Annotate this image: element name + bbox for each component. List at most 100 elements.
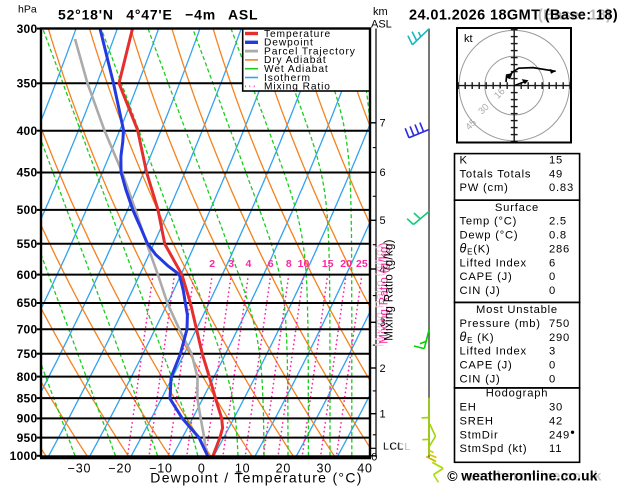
svg-text:2: 2 [380,363,386,375]
svg-text:CIN (J): CIN (J) [460,285,501,297]
svg-text:kt: kt [464,33,473,45]
svg-text:Isotherm: Isotherm [264,73,311,84]
svg-text:52°18'N 4°47'E −4m ASL: 52°18'N 4°47'E −4m ASL [58,7,258,23]
svg-text:0: 0 [549,271,556,283]
svg-text:6: 6 [380,167,386,179]
svg-text:LCL: LCL [390,441,411,453]
svg-text:350: 350 [17,77,38,91]
svg-text:weatheronline.co.uk: weatheronline.co.uk [460,469,598,484]
svg-text:0.83: 0.83 [549,182,574,194]
svg-text:600: 600 [17,268,38,282]
svg-text:Temp (°C): Temp (°C) [460,216,518,228]
svg-text:0: 0 [549,360,556,372]
svg-text:11: 11 [549,443,562,455]
svg-text:550: 550 [17,237,38,251]
svg-text:km: km [373,6,388,18]
svg-text:hPa: hPa [18,4,37,16]
svg-text:5: 5 [380,215,386,227]
svg-text:2: 2 [209,258,215,270]
svg-text:StmDir: StmDir [460,429,499,441]
svg-text:450: 450 [17,166,38,180]
svg-text:1000: 1000 [10,449,38,463]
svg-text:700: 700 [17,323,38,337]
svg-text:10: 10 [298,258,310,270]
svg-text:SREH: SREH [460,415,494,427]
svg-text:4: 4 [380,264,386,276]
svg-text:Temperature: Temperature [264,29,331,40]
svg-text:Lifted Index: Lifted Index [460,257,527,269]
svg-text:300: 300 [17,22,38,36]
svg-text:Mixing Ratio (g/kg): Mixing Ratio (g/kg) [379,242,391,344]
svg-text:950: 950 [17,431,38,445]
svg-text:ASL: ASL [371,19,392,31]
svg-text:K: K [460,154,468,166]
svg-text:Dewpoint / Temperature (°C): Dewpoint / Temperature (°C) [150,470,362,486]
svg-text:0: 0 [371,452,377,464]
svg-text:CAPE (J): CAPE (J) [460,360,513,372]
svg-text:900: 900 [17,412,38,426]
svg-text:800: 800 [17,370,38,384]
svg-text:750: 750 [549,318,570,330]
svg-text:StmSpd (kt): StmSpd (kt) [460,443,528,455]
svg-text:0.8: 0.8 [549,230,567,242]
svg-text:25: 25 [356,258,368,270]
svg-text:Mixing Ratio (g/kg): Mixing Ratio (g/kg) [375,245,387,347]
svg-text:CAPE (J): CAPE (J) [460,271,513,283]
svg-text:15: 15 [549,154,563,166]
svg-text:0: 0 [198,462,206,476]
svg-text:30: 30 [316,462,332,476]
svg-text:7: 7 [380,118,386,130]
svg-text:Dry Adiabat: Dry Adiabat [264,55,327,66]
svg-text:850: 850 [17,391,38,405]
svg-text:40: 40 [357,462,373,476]
svg-text:CIN (J): CIN (J) [460,374,501,386]
svg-text:20: 20 [340,258,352,270]
svg-text:LCL: LCL [383,441,404,453]
svg-text:Mixing Ratio: Mixing Ratio [264,82,331,93]
svg-text:1: 1 [380,409,386,421]
svg-text:0: 0 [549,285,556,297]
svg-text:Most Unstable: Most Unstable [476,304,558,316]
svg-text:Mixing Ratio (g/kg): Mixing Ratio (g/kg) [384,239,396,341]
svg-text:Dewp (°C): Dewp (°C) [460,230,519,242]
svg-text:10: 10 [235,462,251,476]
svg-text:290: 290 [549,332,570,344]
svg-text:θE (K): θE (K) [460,330,495,345]
svg-text:2.5: 2.5 [549,216,567,228]
svg-text:Wet Adiabat: Wet Adiabat [264,64,329,75]
svg-text:Lifted Index: Lifted Index [460,346,527,358]
svg-text:©: © [447,468,458,484]
svg-text:(Base: 18): (Base: 18) [538,8,611,24]
svg-text:6: 6 [268,258,274,270]
svg-text:3: 3 [380,317,386,329]
svg-text:400: 400 [17,124,38,138]
svg-text:650: 650 [17,296,38,310]
svg-text:PW (cm): PW (cm) [460,182,509,194]
svg-text:249●: 249● [549,427,576,441]
svg-text:15: 15 [322,258,334,270]
svg-text:500: 500 [17,203,38,217]
svg-text:Pressure (mb): Pressure (mb) [460,318,541,330]
svg-text:286: 286 [549,243,570,255]
svg-text:−10: −10 [149,462,173,476]
svg-text:Dewpoint: Dewpoint [264,38,314,49]
svg-text:weatheronline.co.uk: weatheronline.co.uk [464,469,602,484]
svg-text:30: 30 [549,402,563,414]
svg-text:42: 42 [549,415,563,427]
svg-text:750: 750 [17,347,38,361]
svg-text:6: 6 [549,257,556,269]
svg-text:−20: −20 [108,462,132,476]
svg-text:Totals Totals: Totals Totals [460,168,532,180]
svg-text:−30: −30 [68,462,92,476]
svg-text:24.01.2026 18GMT (Base: 18): 24.01.2026 18GMT (Base: 18) [409,8,618,24]
svg-text:θE(K): θE(K) [460,241,491,256]
svg-text:3: 3 [549,346,556,358]
svg-text:8: 8 [286,258,292,270]
svg-text:Surface: Surface [495,202,539,214]
svg-text:Parcel Trajectory: Parcel Trajectory [264,46,356,57]
svg-text:0: 0 [549,374,556,386]
svg-text:Hodograph: Hodograph [486,388,549,400]
svg-text:EH: EH [460,402,477,414]
svg-text:20: 20 [276,462,292,476]
svg-text:3: 3 [228,258,234,270]
